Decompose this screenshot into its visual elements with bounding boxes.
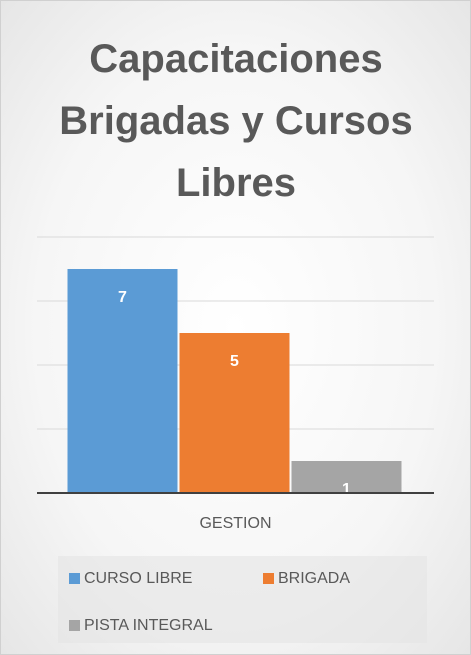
- legend-swatch: [69, 573, 80, 584]
- legend-label: CURSO LIBRE: [84, 570, 192, 587]
- legend-box: [58, 556, 427, 643]
- chart-title: Capacitaciones Brigadas y Cursos Libres: [59, 37, 413, 205]
- x-tick-label: GESTION: [199, 515, 271, 532]
- legend-label: BRIGADA: [278, 570, 350, 587]
- data-label: 1: [342, 481, 351, 498]
- data-label: 7: [118, 289, 127, 306]
- data-label: 5: [230, 353, 239, 370]
- bar: [67, 269, 178, 493]
- legend-swatch: [69, 620, 80, 631]
- legend-swatch: [263, 573, 274, 584]
- bar: [179, 333, 290, 493]
- legend-label: PISTA INTEGRAL: [84, 617, 213, 634]
- bar: [291, 461, 402, 493]
